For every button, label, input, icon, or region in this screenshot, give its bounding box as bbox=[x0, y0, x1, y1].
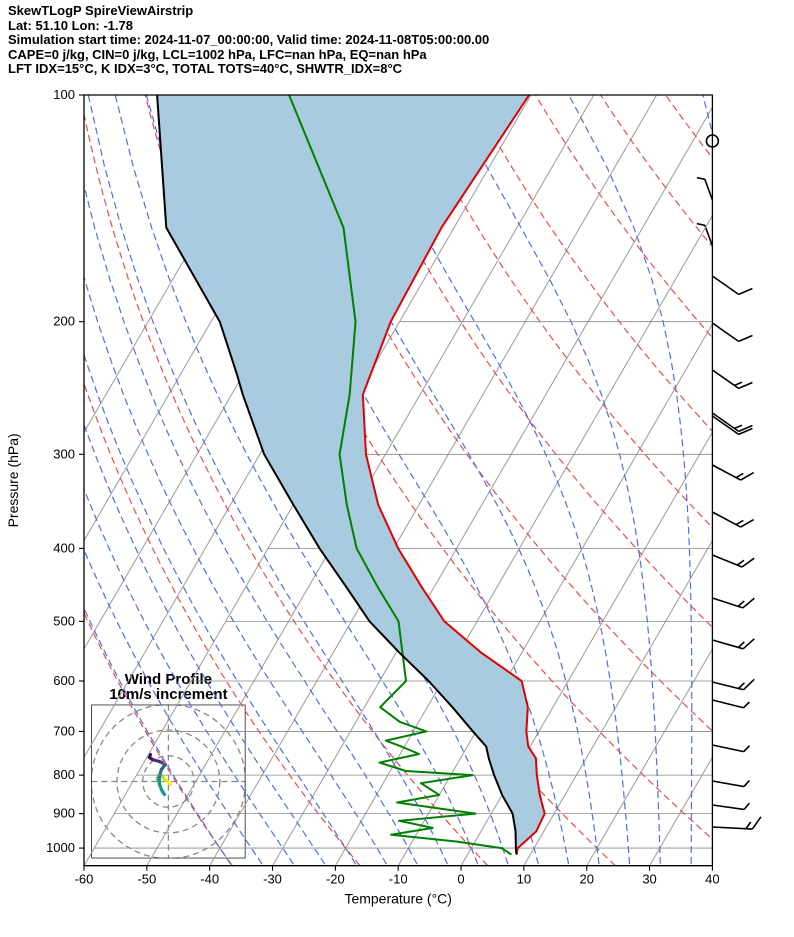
svg-text:400: 400 bbox=[53, 540, 75, 555]
svg-text:1000: 1000 bbox=[46, 840, 75, 855]
svg-text:Pressure (hPa): Pressure (hPa) bbox=[5, 433, 21, 527]
svg-text:10: 10 bbox=[517, 872, 531, 887]
svg-text:200: 200 bbox=[53, 314, 75, 329]
svg-text:-50: -50 bbox=[137, 872, 156, 887]
svg-text:100: 100 bbox=[53, 87, 75, 102]
svg-text:30: 30 bbox=[642, 872, 656, 887]
svg-text:800: 800 bbox=[53, 767, 75, 782]
svg-text:40: 40 bbox=[705, 872, 719, 887]
svg-text:600: 600 bbox=[53, 673, 75, 688]
svg-text:-30: -30 bbox=[263, 872, 282, 887]
svg-text:500: 500 bbox=[53, 613, 75, 628]
svg-text:0: 0 bbox=[457, 872, 464, 887]
svg-text:300: 300 bbox=[53, 446, 75, 461]
svg-text:-60: -60 bbox=[75, 872, 94, 887]
svg-text:-20: -20 bbox=[326, 872, 345, 887]
svg-text:Temperature (°C): Temperature (°C) bbox=[344, 891, 452, 907]
svg-text:700: 700 bbox=[53, 723, 75, 738]
svg-text:-10: -10 bbox=[389, 872, 408, 887]
svg-text:900: 900 bbox=[53, 806, 75, 821]
svg-text:-40: -40 bbox=[200, 872, 219, 887]
svg-text:20: 20 bbox=[579, 872, 593, 887]
